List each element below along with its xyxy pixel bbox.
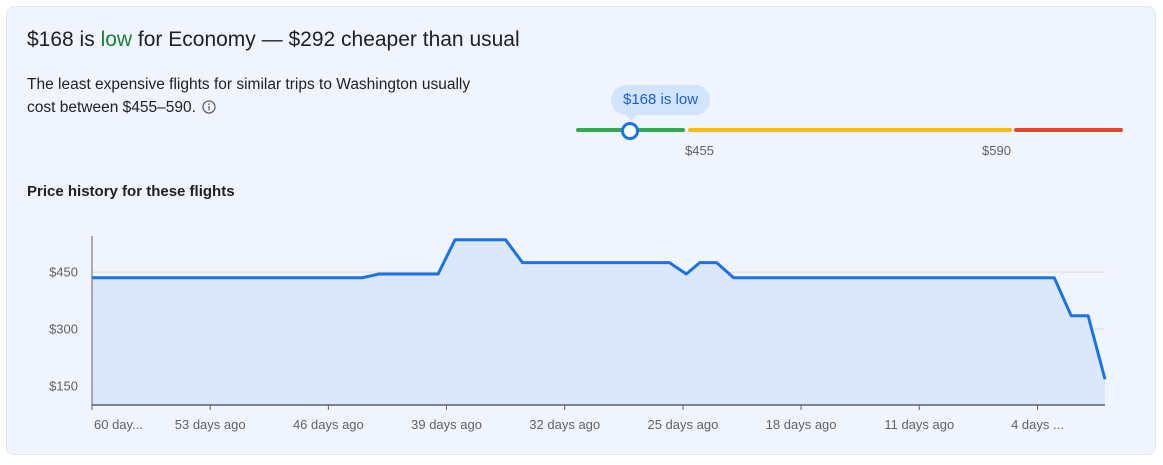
y-tick-label: $300 (49, 322, 78, 337)
x-tick-label: 11 days ago (884, 417, 954, 432)
price-level-text: low (100, 28, 133, 51)
current-price-tooltip: $168 is low (611, 85, 711, 115)
headline-rest-text: for Economy — $292 cheaper than usual (132, 28, 520, 51)
x-tick-label: 53 days ago (175, 417, 246, 432)
price-history-line (92, 238, 1107, 380)
info-icon[interactable] (202, 100, 216, 114)
current-price-marker[interactable] (621, 122, 639, 140)
x-tick-label: 4 days ... (1011, 417, 1064, 432)
x-tick-label: 60 day... (94, 417, 143, 432)
description-text: The least expensive flights for similar … (27, 76, 471, 116)
x-tick-label: 32 days ago (529, 417, 600, 432)
y-tick-label: $150 (49, 379, 78, 394)
price-history-title: Price history for these flights (27, 183, 235, 200)
x-tick-label: 46 days ago (293, 417, 364, 432)
price-description: The least expensive flights for similar … (27, 73, 487, 119)
y-tick-label: $450 (49, 265, 78, 280)
headline-is-text: is (73, 28, 101, 51)
x-tick-label: 25 days ago (647, 417, 718, 432)
headline-price: $168 (27, 28, 74, 51)
x-tick-label: 39 days ago (411, 417, 482, 432)
price-headline: $168 is low for Economy — $292 cheaper t… (27, 28, 520, 52)
price-area-fill (92, 239, 1105, 405)
x-tick-label: 18 days ago (766, 417, 837, 432)
